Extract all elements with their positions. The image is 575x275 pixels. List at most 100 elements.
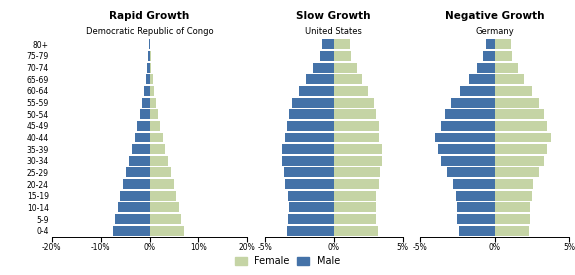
Text: Democratic Republic of Congo: Democratic Republic of Congo bbox=[86, 27, 213, 36]
Bar bbox=[494, 98, 539, 108]
Bar bbox=[140, 109, 150, 119]
Bar bbox=[150, 51, 151, 61]
Bar bbox=[282, 156, 334, 166]
Text: Rapid Growth: Rapid Growth bbox=[109, 11, 190, 21]
Bar bbox=[145, 74, 150, 84]
Bar bbox=[141, 98, 150, 108]
Bar bbox=[334, 133, 379, 142]
Bar bbox=[150, 214, 181, 224]
Bar bbox=[494, 133, 551, 142]
Bar bbox=[334, 214, 376, 224]
Bar bbox=[494, 39, 511, 49]
Bar bbox=[445, 109, 494, 119]
Bar bbox=[150, 202, 179, 212]
Bar bbox=[440, 121, 494, 131]
Bar bbox=[144, 86, 150, 96]
Bar bbox=[292, 98, 334, 108]
Bar bbox=[477, 63, 494, 73]
Bar bbox=[453, 179, 494, 189]
Bar bbox=[494, 109, 544, 119]
Bar bbox=[334, 121, 379, 131]
Bar bbox=[334, 191, 376, 201]
Bar bbox=[459, 226, 494, 236]
Bar bbox=[137, 121, 150, 131]
Legend: Female, Male: Female, Male bbox=[231, 252, 344, 270]
Bar bbox=[150, 74, 153, 84]
Bar bbox=[150, 109, 158, 119]
Bar bbox=[288, 191, 333, 201]
Bar bbox=[460, 86, 494, 96]
Bar bbox=[494, 191, 532, 201]
Bar bbox=[150, 167, 171, 177]
Bar bbox=[435, 133, 494, 142]
Bar bbox=[306, 74, 334, 84]
Bar bbox=[494, 156, 544, 166]
Text: Germany: Germany bbox=[475, 27, 514, 36]
Bar bbox=[494, 226, 529, 236]
Bar bbox=[286, 121, 334, 131]
Bar bbox=[282, 144, 334, 154]
Bar bbox=[438, 144, 494, 154]
Bar bbox=[334, 167, 381, 177]
Bar bbox=[494, 121, 547, 131]
Bar bbox=[286, 226, 334, 236]
Bar bbox=[334, 39, 350, 49]
Bar bbox=[148, 51, 150, 61]
Bar bbox=[494, 86, 532, 96]
Bar bbox=[494, 167, 539, 177]
Bar bbox=[284, 167, 334, 177]
Bar bbox=[150, 133, 163, 142]
Bar bbox=[150, 156, 168, 166]
Bar bbox=[289, 202, 334, 212]
Bar bbox=[150, 226, 184, 236]
Bar bbox=[285, 179, 333, 189]
Text: United States: United States bbox=[305, 27, 362, 36]
Bar bbox=[288, 214, 333, 224]
Bar bbox=[334, 202, 376, 212]
Bar bbox=[469, 74, 494, 84]
Bar bbox=[457, 214, 494, 224]
Bar bbox=[485, 39, 494, 49]
Bar bbox=[447, 167, 494, 177]
Bar bbox=[457, 202, 494, 212]
Bar bbox=[150, 86, 154, 96]
Bar bbox=[135, 133, 150, 142]
Bar bbox=[147, 63, 150, 73]
Bar bbox=[313, 63, 333, 73]
Bar bbox=[334, 156, 382, 166]
Bar bbox=[451, 98, 494, 108]
Bar bbox=[334, 51, 351, 61]
Bar bbox=[113, 226, 150, 236]
Text: Negative Growth: Negative Growth bbox=[444, 11, 545, 21]
Bar bbox=[150, 191, 177, 201]
Bar bbox=[150, 121, 160, 131]
Bar bbox=[115, 214, 150, 224]
Bar bbox=[334, 109, 376, 119]
Text: Slow Growth: Slow Growth bbox=[296, 11, 371, 21]
Bar bbox=[150, 144, 165, 154]
Bar bbox=[150, 179, 174, 189]
Bar bbox=[334, 86, 368, 96]
Bar bbox=[150, 63, 151, 73]
Bar bbox=[132, 144, 150, 154]
Bar bbox=[494, 63, 519, 73]
Bar bbox=[334, 226, 378, 236]
Bar bbox=[334, 74, 362, 84]
Bar bbox=[126, 167, 150, 177]
Bar bbox=[129, 156, 150, 166]
Bar bbox=[334, 179, 379, 189]
Bar bbox=[149, 39, 150, 49]
Bar bbox=[118, 202, 150, 212]
Bar bbox=[120, 191, 150, 201]
Bar bbox=[494, 74, 524, 84]
Bar bbox=[494, 214, 530, 224]
Bar bbox=[482, 51, 494, 61]
Bar bbox=[494, 144, 547, 154]
Bar bbox=[323, 39, 334, 49]
Bar bbox=[494, 202, 530, 212]
Bar bbox=[150, 98, 156, 108]
Bar bbox=[455, 191, 494, 201]
Bar bbox=[122, 179, 150, 189]
Bar bbox=[334, 63, 357, 73]
Bar bbox=[285, 133, 333, 142]
